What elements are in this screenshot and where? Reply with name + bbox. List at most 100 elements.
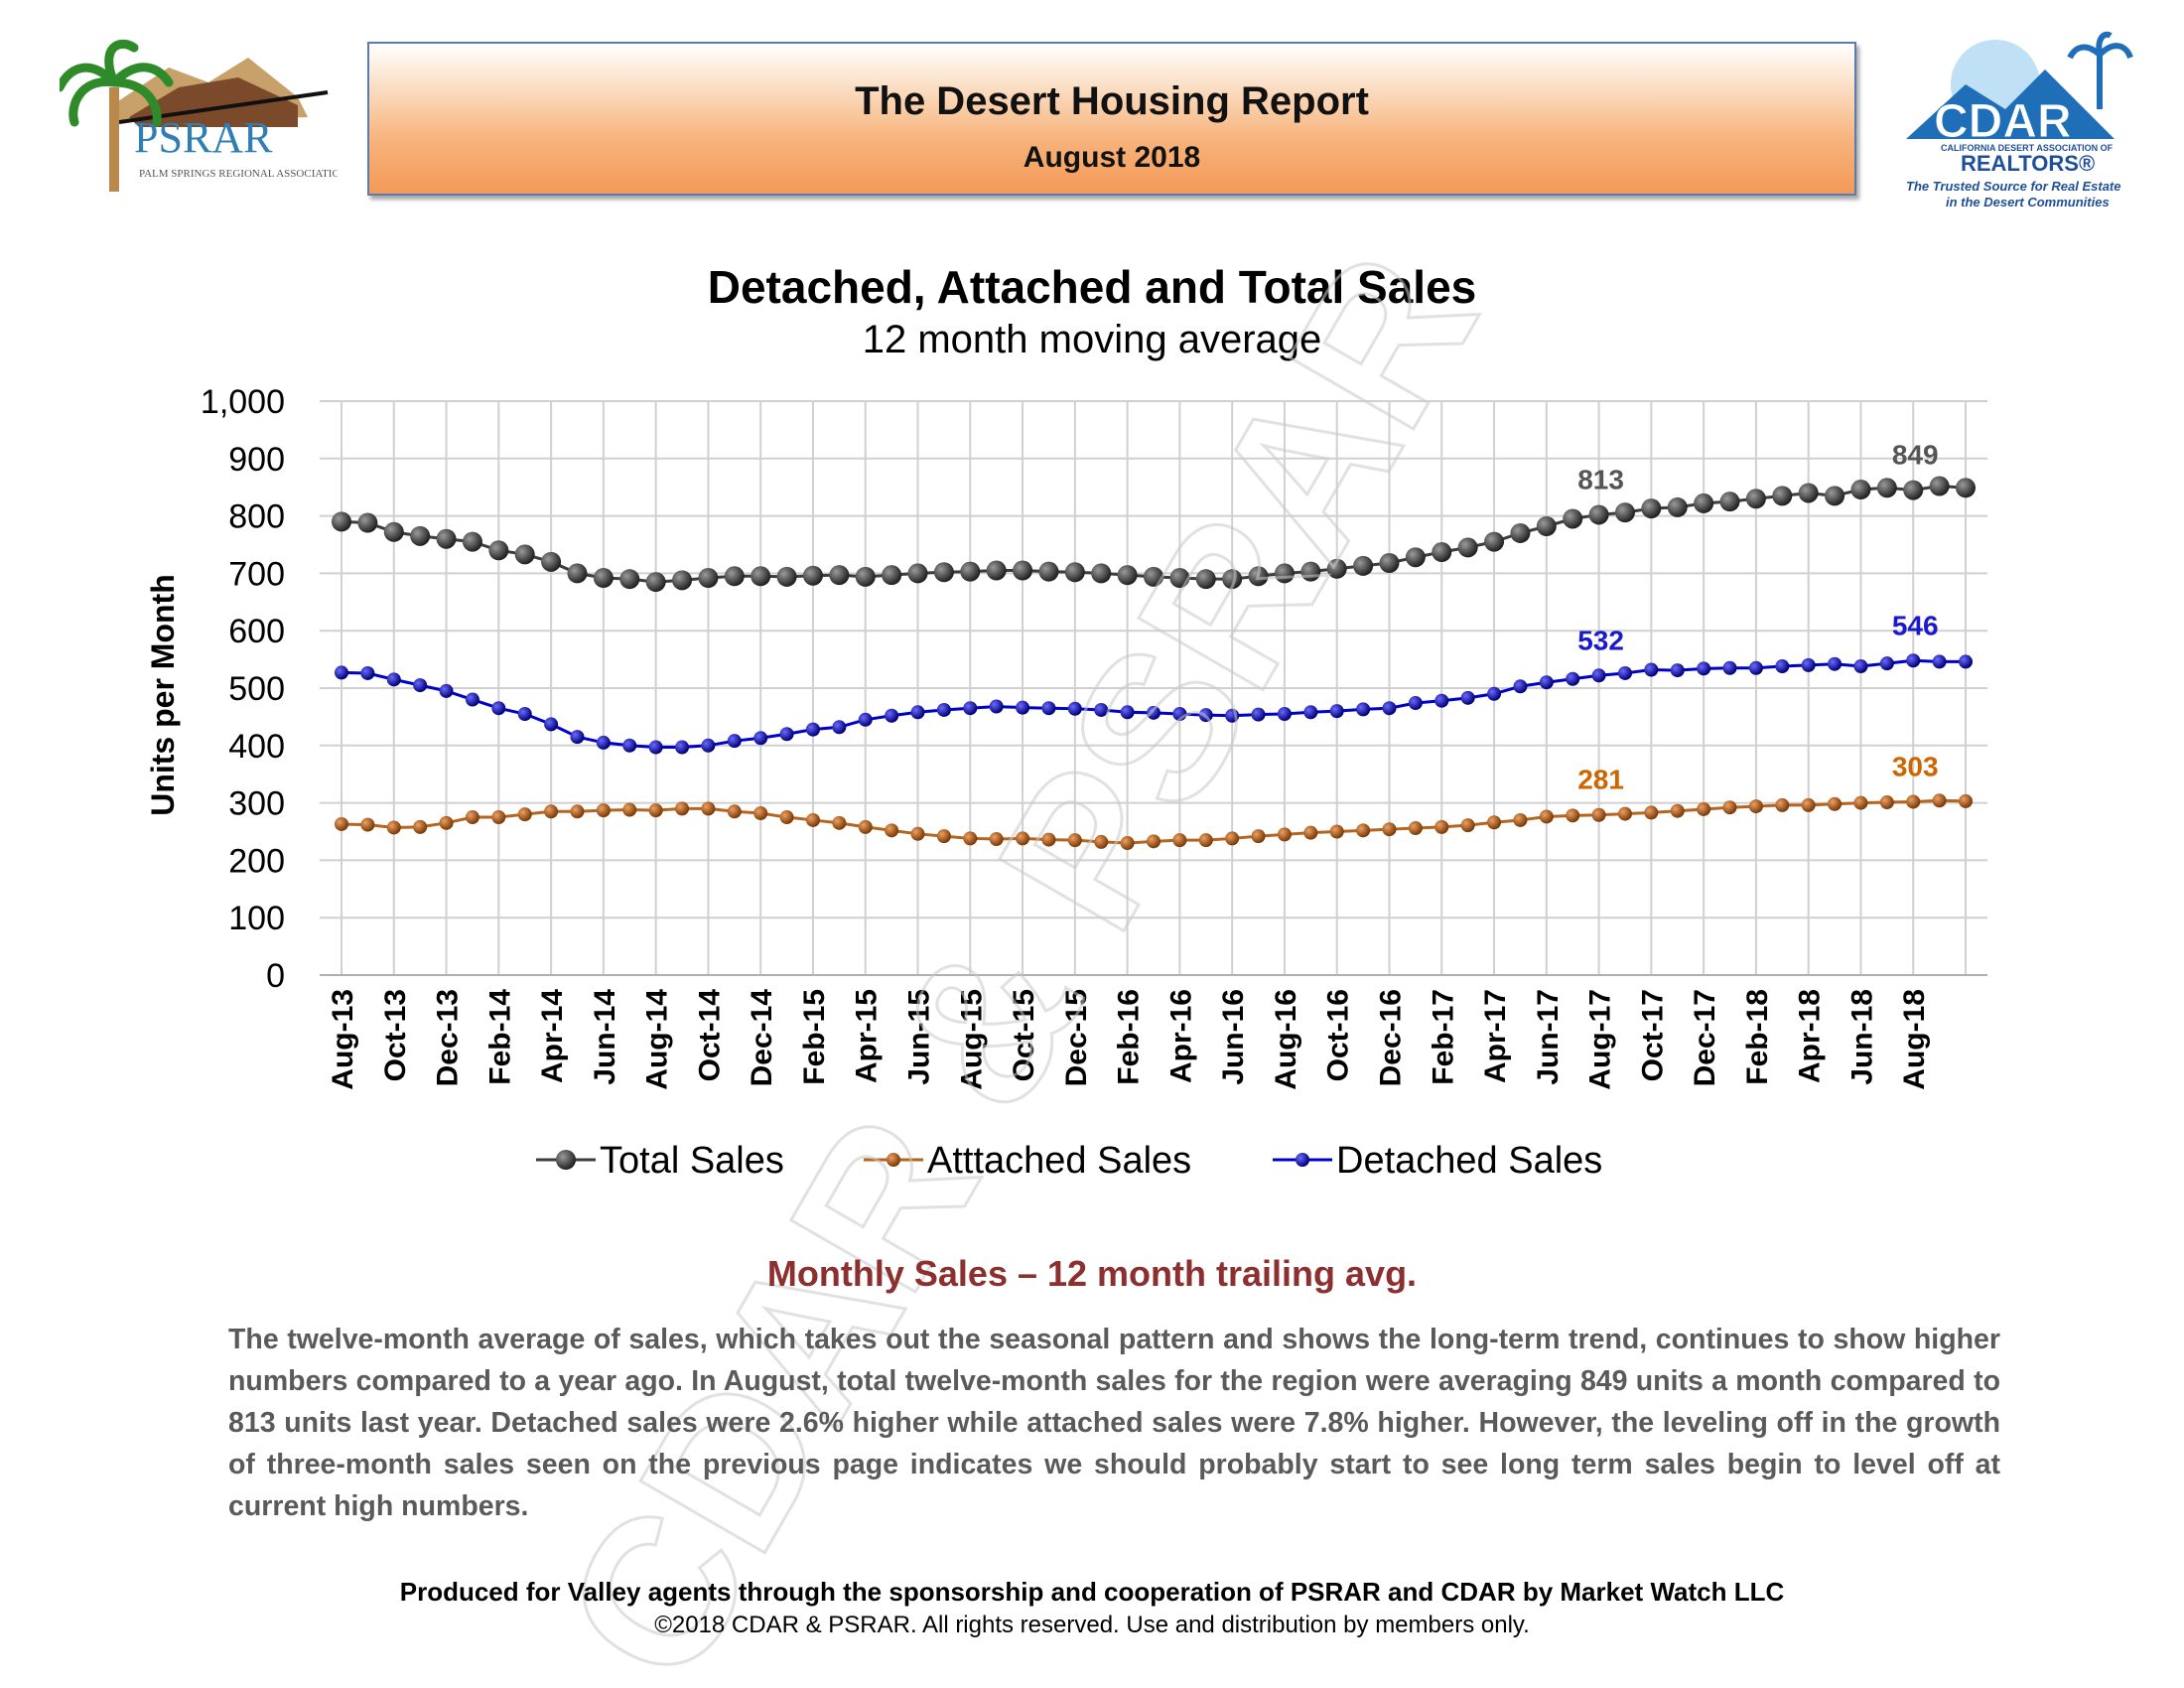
data-point-total <box>1536 516 1557 537</box>
data-point-attached <box>1382 822 1397 837</box>
data-point-attached <box>1225 831 1240 846</box>
data-point-attached <box>701 801 716 816</box>
data-point-total <box>986 560 1007 581</box>
data-point-detached <box>1906 653 1921 668</box>
x-tick-label: Apr-17 <box>1479 989 1512 1083</box>
data-point-attached <box>1513 812 1528 827</box>
data-point-total <box>1117 565 1138 586</box>
data-point-detached <box>1801 657 1816 672</box>
data-point-total <box>1169 568 1190 589</box>
data-point-attached <box>622 802 637 817</box>
chart-title: Detached, Attached and Total Sales <box>707 261 1477 313</box>
logo-palm-trunk-right <box>2097 55 2103 109</box>
cdar-logo: CDAR CALIFORNIA DESERT ASSOCIATION OF RE… <box>1906 31 2133 210</box>
data-point-attached <box>1697 801 1711 816</box>
x-tick-label: Dec-17 <box>1689 989 1721 1086</box>
data-point-attached <box>936 829 951 844</box>
data-point-total <box>1013 560 1033 581</box>
data-point-attached <box>1906 794 1921 809</box>
data-point-attached <box>517 807 532 822</box>
cdar-logo-assoc: CALIFORNIA DESERT ASSOCIATION OF <box>1941 143 2114 153</box>
y-tick-label: 0 <box>266 957 285 995</box>
x-tick-label: Jun-17 <box>1532 989 1565 1085</box>
data-point-detached <box>675 740 690 755</box>
data-point-attached <box>1959 793 1973 808</box>
data-point-attached <box>1460 818 1475 833</box>
legend-label-detached: Detached Sales <box>1336 1140 1602 1182</box>
data-point-attached <box>544 804 559 819</box>
data-point-attached <box>413 819 428 834</box>
x-tick-label: Apr-15 <box>851 989 884 1083</box>
data-point-detached <box>963 701 978 716</box>
data-point-attached <box>1539 809 1554 824</box>
data-point-attached <box>360 817 375 832</box>
data-point-attached <box>335 816 348 831</box>
data-point-total <box>724 566 745 587</box>
data-point-total <box>332 511 351 532</box>
data-point-total <box>645 572 666 593</box>
x-tick-label: Feb-16 <box>1113 989 1146 1085</box>
data-point-attached <box>1748 799 1763 814</box>
data-point-total <box>1248 566 1269 587</box>
cdar-logo-tagline-2: in the Desert Communities <box>1946 195 2110 210</box>
data-point-total <box>1825 486 1845 506</box>
data-point-detached <box>1722 660 1737 675</box>
data-point-attached <box>727 804 742 819</box>
data-point-detached <box>1460 690 1475 705</box>
data-point-total <box>907 563 928 584</box>
data-point-total <box>1144 566 1163 587</box>
data-point-attached <box>1251 829 1266 844</box>
x-tick-label: Apr-16 <box>1164 989 1197 1083</box>
data-point-total <box>1064 562 1085 583</box>
data-point-detached <box>1172 707 1187 722</box>
x-tick-label: Apr-18 <box>1794 989 1827 1083</box>
data-point-detached <box>465 692 479 707</box>
data-label-detached: 546 <box>1892 610 1939 640</box>
data-point-attached <box>910 826 925 841</box>
data-point-total <box>1719 492 1740 512</box>
data-point-total <box>357 512 378 533</box>
x-tick-label: Jun-18 <box>1845 989 1878 1085</box>
data-point-total <box>1850 480 1871 500</box>
data-point-detached <box>1670 663 1685 678</box>
y-axis-label: Units per Month <box>145 574 181 816</box>
x-tick-label: Aug-18 <box>1898 989 1931 1090</box>
data-point-detached <box>517 707 532 722</box>
data-point-total <box>751 566 771 587</box>
data-point-detached <box>858 712 873 727</box>
data-point-detached <box>570 730 585 745</box>
data-point-total <box>1588 504 1609 525</box>
data-point-total <box>1326 558 1347 579</box>
data-point-attached <box>1775 797 1790 812</box>
data-point-detached <box>1120 705 1135 720</box>
body-paragraph: The twelve-month average of sales, which… <box>228 1324 2000 1522</box>
data-point-total <box>829 565 850 586</box>
x-tick-label: Dec-16 <box>1374 989 1407 1086</box>
data-point-attached <box>1329 824 1344 839</box>
data-point-attached <box>570 804 585 819</box>
data-point-detached <box>1147 705 1160 720</box>
data-point-total <box>933 562 954 583</box>
report-date: August 2018 <box>1023 141 1201 174</box>
data-point-detached <box>1251 707 1266 722</box>
data-point-total <box>1667 496 1688 517</box>
x-tick-label: Aug-13 <box>327 989 359 1090</box>
legend-marker-detached <box>1296 1153 1309 1167</box>
x-tick-label: Dec-13 <box>432 989 465 1086</box>
report-header: The Desert Housing Report August 2018 <box>367 42 1856 196</box>
legend-label-total: Total Sales <box>600 1140 784 1182</box>
psrar-logo: PSRAR PALM SPRINGS REGIONAL ASSOCIATION … <box>60 39 338 192</box>
data-point-total <box>1379 552 1400 573</box>
data-point-total <box>882 565 902 586</box>
data-point-attached <box>1879 795 1894 810</box>
data-point-attached <box>1722 800 1737 815</box>
data-point-detached <box>832 720 847 735</box>
y-tick-label: 800 <box>228 498 285 536</box>
data-point-total <box>1353 555 1374 576</box>
cdar-logo-text: CDAR <box>1934 95 2072 148</box>
data-point-detached <box>1566 671 1580 686</box>
cdar-logo-realtors: REALTORS® <box>1961 151 2095 176</box>
report-title: The Desert Housing Report <box>855 79 1369 123</box>
data-point-attached <box>439 815 454 830</box>
data-point-total <box>1405 547 1426 568</box>
